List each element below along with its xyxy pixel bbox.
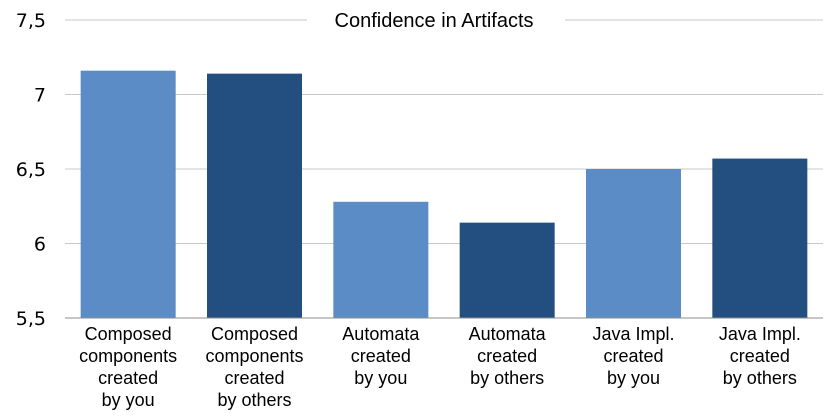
bar [459,222,555,318]
x-category-label-line: by you [607,368,660,388]
x-category-label: Automata created by you [342,324,420,388]
x-category-label-line: Java Impl. [592,324,674,344]
x-category-label-line: by you [354,368,407,388]
bar [80,70,176,318]
y-tick-label: 6,5 [16,159,46,181]
x-category-label-line: created [98,368,158,388]
y-tick-label: 7,5 [16,10,46,32]
x-category-label-line: by others [723,368,797,388]
x-category-label: Automata created by others [469,324,547,388]
y-tick-label: 7 [34,85,46,107]
x-category-label-line: Composed [85,324,172,344]
bar [333,201,429,318]
chart-title: Confidence in Artifacts [335,10,534,32]
bar [712,158,808,318]
bars [80,70,808,318]
x-category-label-line: created [351,346,411,366]
y-tick-label: 5,5 [16,308,46,330]
x-category-label-line: Automata [469,324,547,344]
x-category-label-line: components [205,346,303,366]
x-category-label-line: components [79,346,177,366]
x-category-label-line: Java Impl. [719,324,801,344]
x-category-label-line: created [730,346,790,366]
x-category-label: Java Impl. created by others [719,324,801,388]
x-category-label-line: by others [217,390,291,410]
bar [207,73,302,318]
title-background [307,6,565,34]
x-category-label-line: Composed [211,324,298,344]
x-category-label: Composed components created by others [205,324,303,410]
x-category-label-line: by you [102,390,155,410]
x-category-label-line: created [603,346,663,366]
x-category-label-line: created [477,346,537,366]
x-category-label-line: by others [470,368,544,388]
x-category-label: Java Impl. created by you [592,324,674,388]
y-tick-labels: 5,5 6 6,5 7 7,5 [16,10,46,330]
x-category-label-line: Automata [342,324,420,344]
x-category-label: Composed components created by you [79,324,177,410]
y-tick-label: 6 [34,234,46,256]
bar [586,169,681,318]
x-category-label-line: created [224,368,284,388]
gridlines [65,19,823,244]
